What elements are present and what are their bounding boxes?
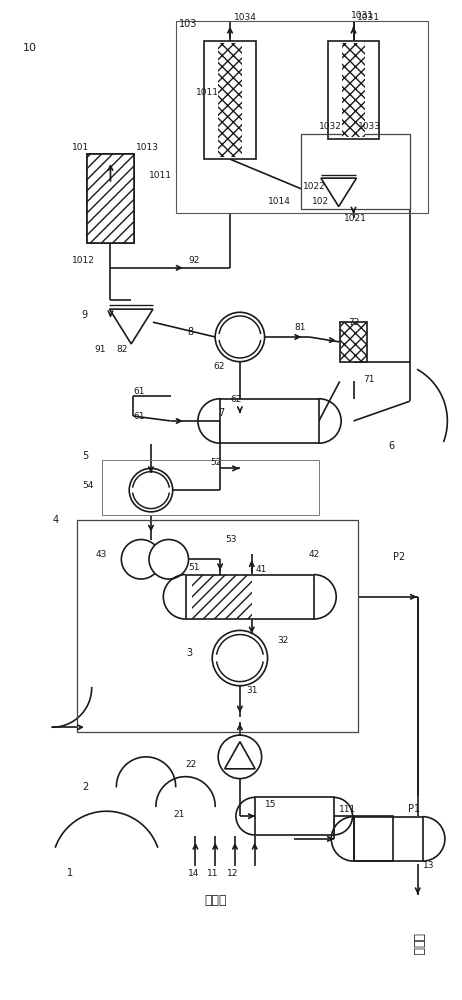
Text: 14: 14 <box>188 869 199 878</box>
Bar <box>340 322 367 362</box>
Text: 15: 15 <box>265 800 276 809</box>
Text: 72: 72 <box>348 318 360 327</box>
Text: 1012: 1012 <box>72 256 95 265</box>
Text: 6: 6 <box>388 441 394 451</box>
Text: 1014: 1014 <box>267 197 291 206</box>
Text: 51: 51 <box>188 563 200 572</box>
Circle shape <box>215 312 265 362</box>
Bar <box>193 575 252 619</box>
Text: 21: 21 <box>174 810 185 819</box>
Text: 22: 22 <box>186 760 197 769</box>
Bar <box>220 399 319 443</box>
Text: 92: 92 <box>188 256 200 265</box>
Bar <box>353 817 423 861</box>
Text: 102: 102 <box>312 197 329 206</box>
Bar <box>353 817 423 861</box>
Text: 42: 42 <box>309 550 320 559</box>
Text: 1: 1 <box>67 868 73 878</box>
Circle shape <box>149 540 188 579</box>
Bar <box>353 816 393 861</box>
Text: 1032: 1032 <box>319 122 342 131</box>
Bar <box>328 41 379 139</box>
Text: 1034: 1034 <box>234 13 257 22</box>
Bar <box>301 134 410 209</box>
Bar <box>255 797 334 835</box>
Bar <box>204 41 255 159</box>
Bar <box>102 460 319 515</box>
Bar <box>87 154 134 243</box>
Circle shape <box>129 468 173 512</box>
Text: 41: 41 <box>255 565 267 574</box>
Bar <box>353 816 393 861</box>
Polygon shape <box>109 309 153 344</box>
Text: 31: 31 <box>246 686 257 695</box>
Text: 43: 43 <box>96 550 107 559</box>
Bar <box>186 575 314 619</box>
Text: 111: 111 <box>339 805 356 814</box>
Text: P1: P1 <box>408 804 420 814</box>
Text: 53: 53 <box>225 535 237 544</box>
Text: 1022: 1022 <box>303 182 326 191</box>
Bar <box>255 797 334 835</box>
Text: 54: 54 <box>82 481 93 490</box>
Text: 10: 10 <box>23 43 36 53</box>
Text: 62: 62 <box>230 395 241 404</box>
Bar <box>340 322 367 362</box>
Bar <box>186 575 314 619</box>
Text: 1013: 1013 <box>136 143 159 152</box>
Text: 61: 61 <box>133 412 145 421</box>
Text: P2: P2 <box>393 552 405 562</box>
Text: 5: 5 <box>82 451 88 461</box>
Bar <box>87 154 134 243</box>
Text: 82: 82 <box>116 345 128 354</box>
Polygon shape <box>225 742 255 769</box>
Circle shape <box>122 540 161 579</box>
Text: 12: 12 <box>227 869 238 878</box>
Text: 11: 11 <box>207 869 219 878</box>
Text: 7: 7 <box>218 408 225 418</box>
Text: 62: 62 <box>213 362 225 371</box>
Text: 61: 61 <box>133 387 145 396</box>
Bar <box>87 154 134 243</box>
Text: 81: 81 <box>294 323 306 332</box>
Bar <box>342 43 365 137</box>
Bar <box>77 520 359 732</box>
Text: 2: 2 <box>82 782 88 792</box>
Text: 103: 103 <box>179 19 197 29</box>
Text: 1031: 1031 <box>351 11 374 20</box>
Text: 9: 9 <box>82 310 88 320</box>
Text: 1011: 1011 <box>196 88 219 97</box>
Text: 液态油: 液态油 <box>411 933 424 956</box>
Text: 8: 8 <box>188 327 194 337</box>
Text: 4: 4 <box>52 515 58 525</box>
Text: 1021: 1021 <box>344 214 366 223</box>
Text: 1033: 1033 <box>359 122 382 131</box>
Polygon shape <box>321 178 357 207</box>
Bar <box>176 21 428 213</box>
Text: 3: 3 <box>187 648 193 658</box>
Text: 91: 91 <box>95 345 106 354</box>
Circle shape <box>212 630 267 686</box>
Text: 101: 101 <box>72 143 89 152</box>
Text: 71: 71 <box>364 375 375 384</box>
Text: 52: 52 <box>210 458 222 467</box>
Text: 13: 13 <box>423 861 434 870</box>
Bar <box>219 43 242 157</box>
Text: 1031: 1031 <box>357 13 379 22</box>
Text: 32: 32 <box>278 636 289 645</box>
Circle shape <box>218 735 261 779</box>
Text: 原料气: 原料气 <box>204 894 226 907</box>
Text: 1011: 1011 <box>149 171 172 180</box>
